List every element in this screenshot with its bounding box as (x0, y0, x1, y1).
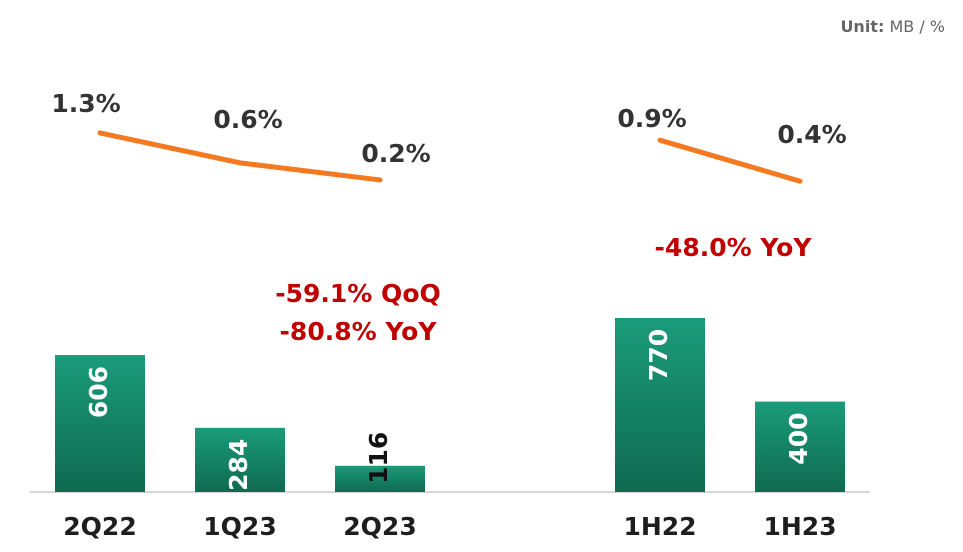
line-value-label: 0.2% (361, 139, 430, 168)
bar-value-label: 606 (84, 366, 113, 418)
x-tick-label: 2Q23 (343, 512, 416, 541)
bar-value-label: 116 (364, 432, 393, 484)
x-tick-label: 1H22 (623, 512, 696, 541)
line-value-label: 0.6% (213, 105, 282, 134)
line-value-label: 0.9% (617, 104, 686, 133)
line-value-label: 0.4% (777, 120, 846, 149)
bar-value-label: 770 (644, 329, 673, 381)
annotation: -59.1% QoQ (275, 279, 441, 308)
bar (615, 317, 705, 492)
unit-note: Unit: MB / % (840, 17, 945, 36)
x-tick-label: 1H23 (763, 512, 836, 541)
bar-value-label: 400 (784, 413, 813, 465)
x-tick-label: 1Q23 (203, 512, 276, 541)
bar (55, 355, 145, 492)
line-value-label: 1.3% (51, 89, 120, 118)
bar (335, 465, 425, 492)
bar (195, 427, 285, 492)
line (657, 137, 803, 184)
unit-label: Unit: (840, 17, 884, 36)
x-tick-label: 2Q22 (63, 512, 136, 541)
bar (755, 401, 845, 492)
unit-value: MB / % (889, 17, 945, 36)
annotation: -48.0% YoY (655, 233, 813, 262)
line (97, 130, 383, 183)
annotation: -80.8% YoY (280, 317, 438, 346)
bar-value-label: 284 (224, 439, 253, 491)
